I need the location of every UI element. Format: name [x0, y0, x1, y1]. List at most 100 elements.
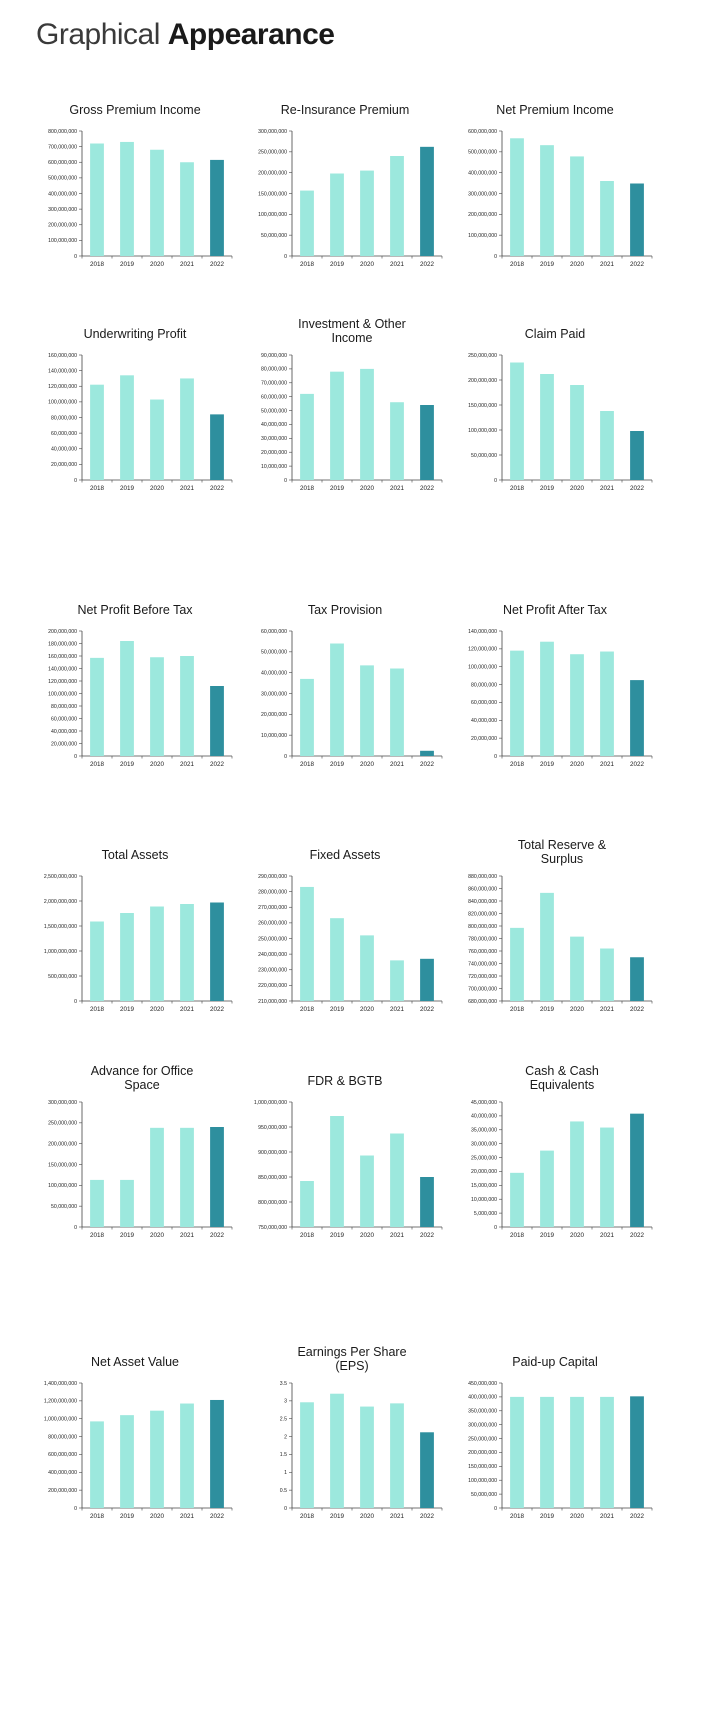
- x-tick-label: 2019: [540, 485, 555, 492]
- y-tick-label: 680,000,000: [468, 999, 497, 1005]
- bar-2021: [180, 162, 194, 256]
- chart-title: Gross Premium Income: [69, 103, 201, 117]
- y-tick-label: 20,000,000: [471, 736, 497, 742]
- x-tick-label: 2019: [120, 485, 135, 492]
- chart-plot: 0 0.5 1 1.5 2 2.5 3 3.5 2018 2019 2020 2021 2022: [280, 1381, 443, 1520]
- y-tick-label: 300,000,000: [48, 207, 77, 213]
- y-tick-label: 600,000,000: [48, 1452, 77, 1458]
- y-tick-label: 400,000,000: [48, 191, 77, 197]
- x-tick-label: 2021: [180, 485, 195, 492]
- bar-2021: [180, 1403, 194, 1508]
- x-tick-label: 2018: [90, 1006, 105, 1013]
- x-tick-label: 2018: [90, 761, 105, 768]
- y-tick-label: 300,000,000: [258, 129, 287, 135]
- x-tick-label: 2018: [510, 1513, 525, 1520]
- y-tick-label: 3.5: [280, 1381, 287, 1387]
- chart-cash-cash-equivalents: Cash & Cash Equivalents 0 5,000,000 10,000,…: [450, 1064, 660, 1254]
- bar-2019: [540, 892, 554, 1001]
- y-tick-label: 100,000,000: [468, 428, 497, 434]
- y-tick-label: 200,000,000: [468, 378, 497, 384]
- chart-plot: 0 10,000,000 20,000,000 30,000,000 40,000,00…: [261, 629, 443, 768]
- x-tick-label: 2020: [570, 1232, 585, 1239]
- bar-2019: [330, 173, 344, 256]
- y-tick-label: 760,000,000: [468, 949, 497, 955]
- x-tick-label: 2022: [630, 261, 645, 268]
- x-tick-label: 2020: [360, 261, 375, 268]
- bar-2020: [150, 1127, 164, 1227]
- x-tick-label: 2018: [300, 261, 315, 268]
- y-tick-label: 750,000,000: [258, 1225, 287, 1231]
- y-tick-label: 1,200,000,000: [44, 1399, 77, 1405]
- chart-net-profit-before-tax: Net Profit Before Tax 0 20,000,000 40,000,0…: [30, 603, 240, 783]
- bar-2022: [210, 414, 224, 480]
- y-tick-label: 840,000,000: [468, 899, 497, 905]
- y-tick-label: 50,000,000: [471, 453, 497, 459]
- x-tick-label: 2021: [600, 1232, 615, 1239]
- y-tick-label: 1: [284, 1470, 287, 1476]
- y-tick-label: 720,000,000: [468, 974, 497, 980]
- bar-2022: [420, 1177, 434, 1227]
- y-tick-label: 300,000,000: [48, 1100, 77, 1106]
- x-tick-label: 2020: [150, 261, 165, 268]
- chart-underwriting-profit: Underwriting Profit 0 20,000,000 40,000,000…: [30, 327, 240, 507]
- y-tick-label: 270,000,000: [258, 905, 287, 911]
- chart-title: Total Reserve & Surplus: [517, 838, 607, 866]
- bar-2018: [90, 921, 104, 1001]
- x-tick-label: 2018: [510, 261, 525, 268]
- y-tick-label: 30,000,000: [261, 691, 287, 697]
- x-tick-label: 2018: [90, 1513, 105, 1520]
- bar-2021: [180, 1127, 194, 1227]
- y-tick-label: 80,000,000: [51, 704, 77, 710]
- y-tick-label: 50,000,000: [261, 650, 287, 656]
- bar-2022: [420, 750, 434, 756]
- bar-2020: [570, 156, 584, 256]
- chart-plot: 0 500,000,000 1,000,000,000 1,500,000,000 2,…: [44, 874, 233, 1013]
- bar-2021: [390, 156, 404, 256]
- x-tick-label: 2019: [540, 1513, 555, 1520]
- x-tick-label: 2022: [210, 485, 225, 492]
- x-tick-label: 2019: [330, 761, 345, 768]
- y-tick-label: 100,000,000: [48, 691, 77, 697]
- bar-2022: [630, 957, 644, 1001]
- bar-2022: [210, 1127, 224, 1227]
- y-tick-label: 50,000,000: [261, 408, 287, 414]
- chart-claim-paid: Claim Paid 0 50,000,000 100,000,000 150,000,…: [450, 327, 660, 507]
- y-tick-label: 240,000,000: [258, 952, 287, 958]
- y-tick-label: 60,000,000: [471, 700, 497, 706]
- bar-2019: [540, 145, 554, 256]
- x-tick-label: 2022: [630, 1232, 645, 1239]
- x-tick-label: 2018: [510, 761, 525, 768]
- x-tick-label: 2021: [390, 761, 405, 768]
- bar-2022: [210, 1399, 224, 1508]
- x-tick-label: 2018: [300, 1232, 315, 1239]
- y-tick-label: 1,500,000,000: [44, 924, 77, 930]
- y-tick-label: 100,000,000: [468, 233, 497, 239]
- chart-plot: 0 5,000,000 10,000,000 15,000,000 20,000,000…: [471, 1100, 653, 1239]
- chart-tax-provision: Tax Provision 0 10,000,000 20,000,000 30,000…: [240, 603, 450, 783]
- bar-2018: [300, 190, 314, 256]
- bar-2020: [570, 654, 584, 756]
- y-tick-label: 10,000,000: [471, 1197, 497, 1203]
- y-tick-label: 160,000,000: [48, 353, 77, 359]
- x-tick-label: 2020: [570, 1006, 585, 1013]
- bar-2018: [300, 1181, 314, 1227]
- y-tick-label: 30,000,000: [471, 1141, 497, 1147]
- bar-2020: [360, 1406, 374, 1508]
- y-tick-label: 250,000,000: [48, 1121, 77, 1127]
- y-tick-label: 230,000,000: [258, 968, 287, 974]
- chart-title: Total Assets: [101, 848, 169, 862]
- y-tick-label: 350,000,000: [468, 1409, 497, 1415]
- y-tick-label: 120,000,000: [48, 384, 77, 390]
- chart-fdr-bgtb: FDR & BGTB 750,000,000 800,000,000 850,000,…: [240, 1074, 450, 1254]
- y-tick-label: 210,000,000: [258, 999, 287, 1005]
- bar-2018: [90, 1179, 104, 1227]
- bar-2019: [330, 371, 344, 480]
- x-tick-label: 2022: [210, 1513, 225, 1520]
- bar-2018: [300, 678, 314, 756]
- y-tick-label: 0: [494, 754, 497, 760]
- chart-title: Investment & Other Income: [298, 317, 406, 345]
- y-tick-label: 15,000,000: [471, 1183, 497, 1189]
- y-tick-label: 0: [74, 478, 77, 484]
- chart-total-reserve-surplus: Total Reserve & Surplus 680,000,000 700,00…: [450, 838, 660, 1028]
